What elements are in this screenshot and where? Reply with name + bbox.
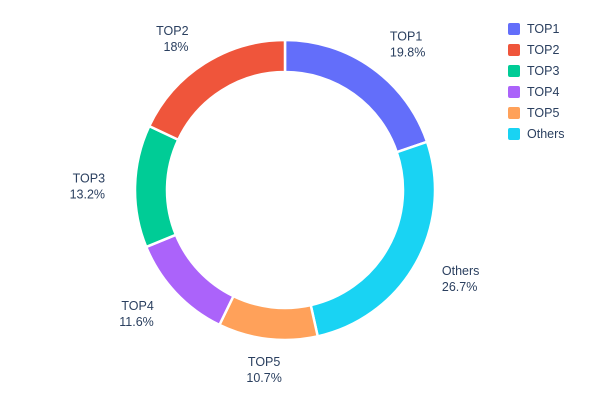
legend-label-top5: TOP5 [527, 106, 560, 120]
slice-label-top2: TOP2 18% [156, 24, 188, 54]
pie-labels-group: TOP1 19.8% Others 26.7% TOP5 10.7% TOP4 11.6% TO… [70, 24, 480, 385]
legend-swatch-top4 [508, 86, 520, 98]
legend-item-top4[interactable]: TOP4 [508, 85, 565, 99]
pie-slice-top3[interactable] [133, 124, 180, 249]
pie-slices-group [133, 38, 437, 342]
legend-label-top4: TOP4 [527, 85, 560, 99]
pie-slice-top4[interactable] [144, 233, 235, 327]
legend-label-top2: TOP2 [527, 43, 560, 57]
legend-label-top3: TOP3 [527, 64, 560, 78]
legend-item-top2[interactable]: TOP2 [508, 43, 565, 57]
legend-swatch-top5 [508, 107, 520, 119]
slice-label-top4: TOP4 11.6% [119, 299, 154, 329]
pie-slice-others[interactable] [309, 140, 437, 338]
legend-item-others[interactable]: Others [508, 127, 565, 141]
legend-swatch-top1 [508, 23, 520, 35]
legend-swatch-top2 [508, 44, 520, 56]
legend-swatch-top3 [508, 65, 520, 77]
legend-item-top1[interactable]: TOP1 [508, 22, 565, 36]
legend-label-others: Others [527, 127, 565, 141]
slice-label-top3: TOP3 13.2% [70, 171, 106, 201]
legend-label-top1: TOP1 [527, 22, 560, 36]
legend-swatch-others [508, 128, 520, 140]
slice-label-others: Others 26.7% [442, 264, 480, 294]
legend-item-top3[interactable]: TOP3 [508, 64, 565, 78]
slice-label-top1: TOP1 19.8% [390, 30, 425, 60]
slice-label-top5: TOP5 10.7% [246, 355, 281, 385]
legend: TOP1 TOP2 TOP3 TOP4 TOP5 Others [508, 22, 565, 141]
legend-item-top5[interactable]: TOP5 [508, 106, 565, 120]
pie-slice-top5[interactable] [218, 294, 319, 342]
pie-slice-top2[interactable] [148, 38, 287, 142]
